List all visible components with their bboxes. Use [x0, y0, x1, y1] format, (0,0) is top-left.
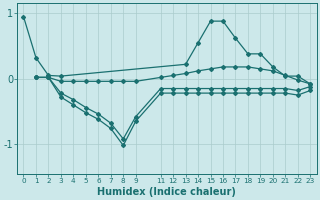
X-axis label: Humidex (Indice chaleur): Humidex (Indice chaleur): [98, 187, 236, 197]
